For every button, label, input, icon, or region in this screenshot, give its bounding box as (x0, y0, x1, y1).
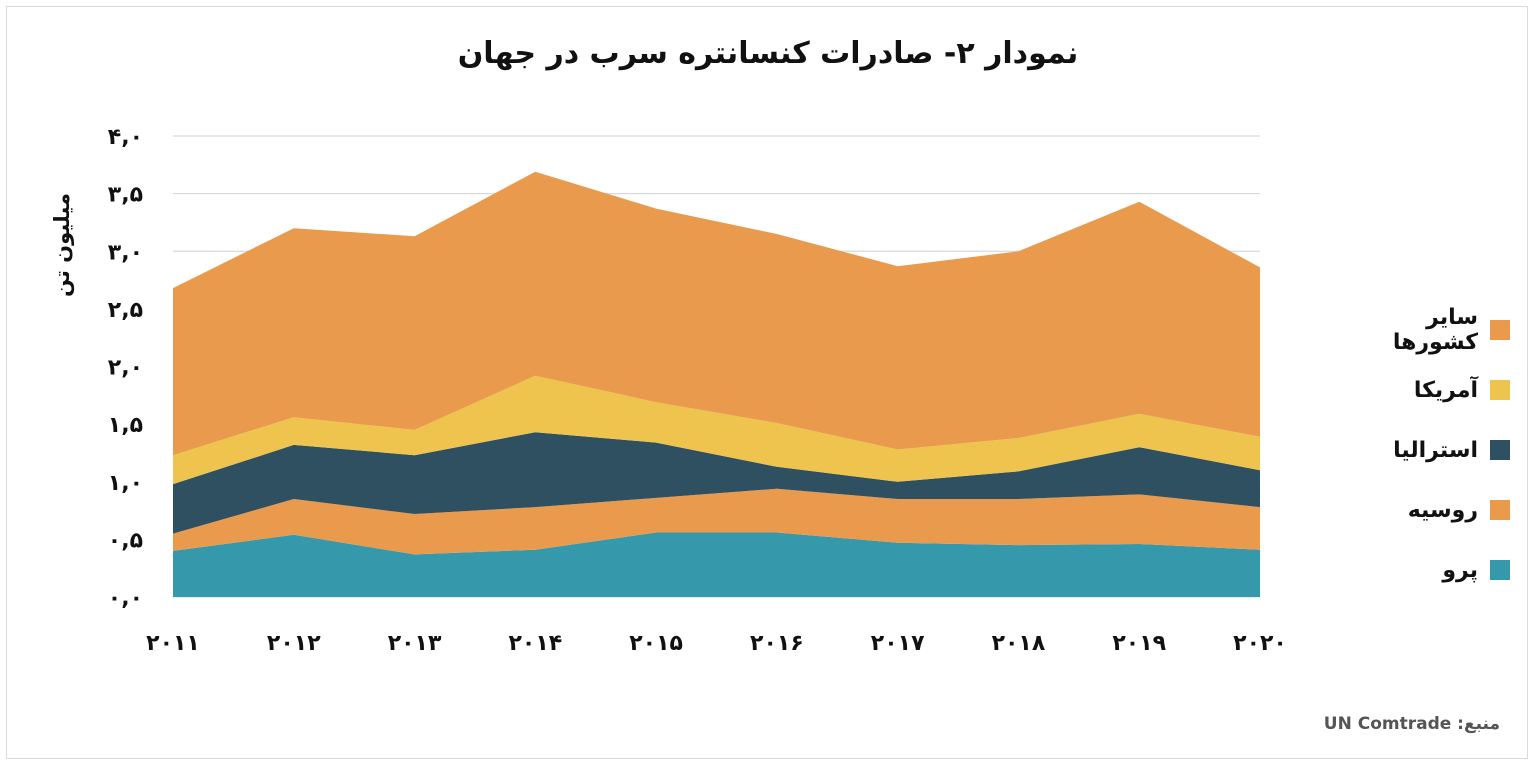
legend-swatch (1490, 500, 1510, 520)
y-tick-label: ۲,۰ (108, 356, 143, 381)
legend-item: پرو (1335, 540, 1510, 600)
x-tick-label: ۲۰۱۷ (871, 631, 925, 656)
legend-item: روسیه (1335, 480, 1510, 540)
x-tick-label: ۲۰۱۱ (146, 631, 200, 656)
x-tick-label: ۲۰۱۳ (388, 631, 442, 656)
legend-label: سایر کشورها (1335, 305, 1478, 355)
x-tick-label: ۲۰۱۹ (1112, 631, 1166, 656)
y-tick-label: ۳,۵ (108, 183, 143, 208)
legend-swatch (1490, 320, 1510, 340)
legend-swatch (1490, 560, 1510, 580)
legend-label: روسیه (1408, 498, 1478, 523)
legend-swatch (1490, 440, 1510, 460)
y-tick-label: ۰,۵ (108, 528, 143, 553)
source-note: منبع: UN Comtrade (1324, 714, 1500, 734)
x-tick-label: ۲۰۱۵ (629, 631, 683, 656)
y-tick-label: ۱,۰ (108, 471, 143, 496)
legend-label: پرو (1442, 558, 1478, 583)
y-tick-label: ۰,۰ (108, 586, 143, 611)
legend-item: آمریکا (1335, 360, 1510, 420)
y-tick-label: ۴,۰ (108, 125, 143, 150)
legend-item: استرالیا (1335, 420, 1510, 480)
y-tick-label: ۲,۵ (108, 298, 143, 323)
legend: سایر کشورها آمریکا استرالیا روسیه پرو (1335, 300, 1510, 600)
x-tick-label: ۲۰۱۶ (750, 631, 804, 656)
legend-swatch (1490, 380, 1510, 400)
x-tick-label: ۲۰۱۴ (508, 631, 562, 656)
x-tick-label: ۲۰۱۲ (267, 631, 321, 656)
y-tick-label: ۱,۵ (108, 413, 143, 438)
x-tick-label: ۲۰۲۰ (1233, 631, 1287, 656)
legend-item: سایر کشورها (1335, 300, 1510, 360)
legend-label: استرالیا (1393, 438, 1478, 463)
legend-label: آمریکا (1414, 378, 1478, 403)
x-tick-label: ۲۰۱۸ (992, 631, 1046, 656)
y-tick-label: ۳,۰ (108, 240, 143, 265)
